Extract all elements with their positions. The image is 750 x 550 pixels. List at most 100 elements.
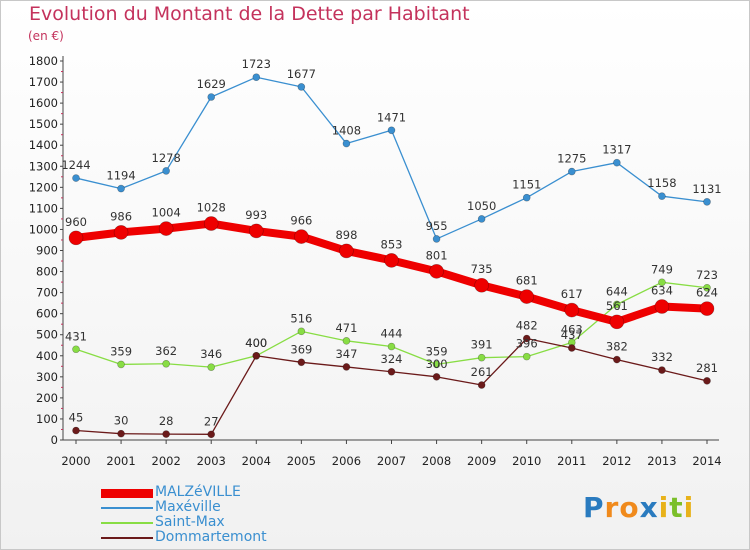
- legend-swatch: [101, 488, 153, 498]
- data-label: 359: [426, 344, 448, 358]
- x-tick-label: 2010: [512, 454, 541, 468]
- y-tick-label: 400: [36, 349, 58, 363]
- data-label: 27: [204, 414, 219, 428]
- data-label: 624: [696, 286, 718, 300]
- x-tick-label: 2000: [61, 454, 90, 468]
- data-label: 28: [159, 414, 174, 428]
- data-label: 347: [335, 347, 357, 361]
- data-point: [297, 327, 306, 336]
- y-tick-label: 500: [36, 328, 58, 342]
- data-point: [384, 253, 399, 268]
- y-tick-label: 1500: [29, 117, 58, 131]
- logo-letter: x: [639, 491, 659, 524]
- data-point: [117, 184, 125, 193]
- data-point: [429, 264, 444, 279]
- data-label: 1131: [692, 182, 721, 196]
- data-point: [474, 277, 489, 293]
- data-label: 1278: [152, 151, 181, 165]
- data-label: 681: [516, 274, 538, 288]
- x-tick-label: 2005: [287, 454, 316, 468]
- data-label: 960: [65, 215, 87, 229]
- data-point: [339, 243, 354, 259]
- x-tick-label: 2006: [332, 454, 361, 468]
- data-point: [162, 430, 170, 438]
- data-label: 1050: [467, 199, 496, 213]
- legend-swatch: [101, 507, 153, 509]
- logo-letter: i: [658, 491, 670, 524]
- data-point: [703, 377, 711, 385]
- data-point: [207, 430, 216, 439]
- y-tick-label: 600: [36, 307, 58, 321]
- data-label: 516: [290, 311, 312, 325]
- x-tick-label: 2008: [422, 454, 451, 468]
- data-label: 396: [516, 337, 538, 351]
- data-label: 281: [696, 361, 718, 375]
- data-point: [519, 289, 535, 304]
- data-label: 431: [65, 329, 87, 343]
- data-label: 359: [110, 344, 132, 358]
- x-tick-label: 2009: [467, 454, 496, 468]
- y-tick-label: 1800: [29, 54, 58, 68]
- data-point: [117, 429, 125, 438]
- chart-title: Evolution du Montant de la Dette par Hab…: [29, 3, 470, 25]
- data-label: 332: [651, 350, 673, 364]
- data-point: [252, 73, 261, 82]
- data-label: 362: [155, 344, 177, 358]
- data-point: [297, 358, 306, 367]
- y-tick-label: 1400: [29, 138, 58, 152]
- chart-unit: (en €): [28, 29, 64, 43]
- data-label: 30: [114, 414, 129, 428]
- x-tick-label: 2004: [242, 454, 271, 468]
- x-tick-label: 2003: [197, 454, 226, 468]
- data-label: 1151: [512, 178, 541, 192]
- data-point: [207, 363, 216, 371]
- data-point: [387, 126, 396, 135]
- data-label: 1629: [197, 77, 226, 91]
- proxiti-logo: Proxiti: [583, 491, 694, 524]
- y-tick-label: 100: [36, 412, 58, 426]
- data-point: [432, 360, 441, 369]
- data-label: 617: [561, 287, 583, 301]
- data-point: [68, 230, 84, 246]
- x-tick-label: 2001: [106, 454, 135, 468]
- data-point: [522, 193, 531, 202]
- data-point: [658, 278, 666, 287]
- data-label: 898: [335, 228, 357, 242]
- x-tick-label: 2011: [557, 454, 586, 468]
- data-label: 735: [471, 262, 493, 276]
- data-point: [658, 192, 666, 200]
- y-tick-label: 300: [36, 370, 58, 384]
- data-label: 482: [516, 319, 538, 333]
- data-point: [567, 344, 576, 352]
- data-point: [162, 359, 170, 368]
- data-label: 634: [651, 284, 673, 298]
- data-point: [477, 353, 486, 362]
- data-point: [432, 235, 441, 243]
- data-point: [294, 229, 309, 244]
- data-point: [613, 355, 621, 364]
- legend-label: Dommartemont: [155, 529, 267, 545]
- y-tick-label: 1300: [29, 159, 58, 173]
- legend-label: MALZéVILLE: [155, 484, 241, 500]
- legend-swatch: [101, 537, 153, 539]
- data-point: [297, 83, 306, 91]
- data-label: 45: [69, 411, 84, 425]
- data-point: [72, 426, 80, 435]
- data-label: 463: [561, 323, 583, 337]
- data-point: [158, 221, 174, 236]
- data-label: 986: [110, 209, 132, 223]
- data-point: [252, 351, 261, 360]
- data-point: [703, 283, 711, 292]
- data-point: [72, 345, 80, 354]
- x-tick-label: 2014: [692, 454, 721, 468]
- legend-label: Saint-Max: [155, 514, 225, 530]
- data-label: 300: [426, 357, 448, 371]
- data-label: 561: [606, 299, 628, 313]
- logo-letter: r: [604, 491, 620, 524]
- data-point: [567, 167, 576, 176]
- data-point: [342, 363, 351, 371]
- data-label: 261: [471, 365, 493, 379]
- data-label: 1275: [557, 152, 586, 166]
